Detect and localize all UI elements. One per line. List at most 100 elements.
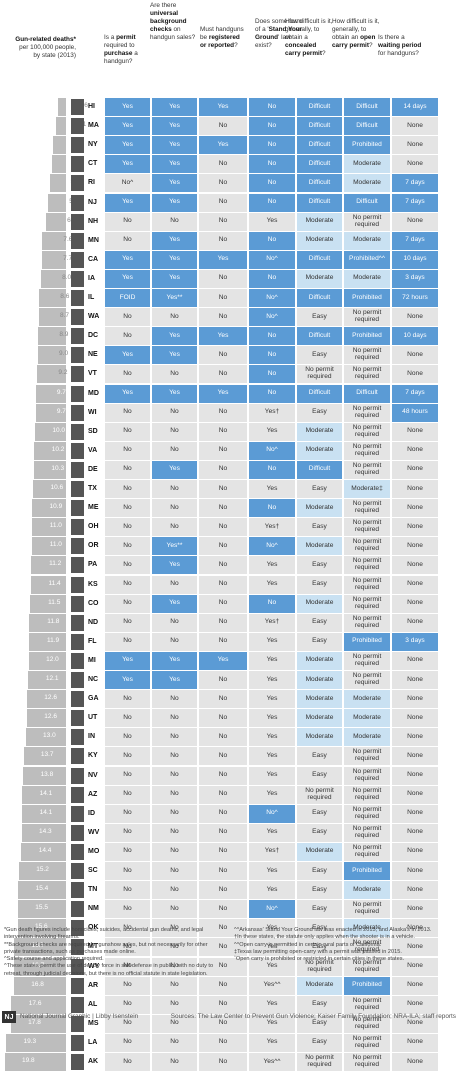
state-marker: [71, 958, 84, 975]
death-rate-bar: [32, 499, 66, 518]
syg-cell: Yes: [249, 995, 295, 1014]
syg-cell: Yes: [249, 556, 295, 575]
syg-header: Does some form of a 'Stand Your Ground' …: [255, 18, 303, 49]
death-rate-bar: [35, 384, 66, 403]
death-rate-label: 10.6: [50, 484, 64, 491]
death-rate-label: 14.1: [39, 808, 53, 816]
concealed-cell: Easy: [297, 632, 342, 651]
concealed-cell: Difficult: [297, 460, 342, 479]
state-marker: [71, 977, 84, 994]
concealed-cell: Moderate: [297, 422, 342, 441]
waiting-cell: None: [392, 747, 438, 766]
waiting-cell: None: [392, 823, 438, 842]
syg-cell: No^: [249, 308, 295, 327]
state-marker: [71, 576, 84, 593]
registered-cell: No: [199, 671, 247, 689]
background-cell: Yes: [152, 155, 197, 174]
death-rate-label: 11.8: [47, 617, 60, 625]
background-cell: Yes: [152, 193, 197, 212]
concealed-cell: Easy: [297, 804, 342, 823]
state-label: DC: [88, 332, 99, 340]
waiting-cell: None: [392, 575, 438, 594]
table-row: 16.8 AR No No No Yes^^ Moderate Prohibited None: [0, 976, 460, 997]
open-cell: Prohibited: [344, 976, 390, 995]
background-cell: No: [152, 422, 197, 441]
concealed-cell: Difficult: [297, 136, 342, 155]
state-marker: [71, 691, 84, 708]
table-row: 11.2 PA No Yes No Yes Easy No permit required No…: [0, 555, 460, 576]
table-row: 15.4 TN No No No Yes Easy Moderate None: [0, 880, 460, 901]
open-cell: No permit required: [344, 651, 390, 670]
death-rate-bar: [26, 709, 66, 728]
state-marker: [71, 232, 84, 249]
background-cell: Yes: [152, 269, 197, 288]
table-row: 10.9 ME No No No No Moderate No permit required…: [0, 498, 460, 519]
background-cell: No: [152, 919, 197, 938]
open-cell: No permit required: [344, 671, 390, 689]
permit-cell: No: [105, 690, 150, 709]
syg-cell: Yes: [249, 709, 295, 728]
permit-cell: No: [105, 976, 150, 995]
syg-cell: No: [249, 499, 295, 518]
concealed-cell: Difficult: [297, 327, 342, 346]
waiting-cell: 3 days: [392, 632, 438, 651]
registered-cell: No: [199, 365, 247, 384]
registered-cell: No: [199, 231, 247, 250]
death-rate-bar: [21, 842, 66, 861]
death-rate-label: 12.1: [45, 675, 59, 682]
open-cell: Moderate: [344, 155, 390, 174]
waiting-cell: None: [392, 804, 438, 823]
death-rate-bar: [35, 422, 66, 441]
state-label: IL: [88, 294, 95, 301]
state-marker: [71, 99, 84, 115]
open-cell: No permit required: [344, 346, 390, 365]
death-rate-bar: [34, 441, 66, 460]
table-row: 8.6 IL FOID Yes** No No^ Difficult Prohibited 72…: [0, 288, 460, 309]
state-marker: [71, 614, 84, 631]
death-rate-bar: [38, 346, 66, 365]
death-rate-label: 9.7: [56, 407, 66, 415]
death-rate-label: 16.7: [31, 961, 45, 969]
concealed-cell: Moderate: [297, 594, 342, 613]
state-marker: [71, 213, 84, 230]
state-marker: [71, 824, 84, 841]
state-label: AL: [88, 1000, 98, 1008]
table-row: 15.2 SC No No No Yes Easy Prohibited None: [0, 861, 460, 882]
table-row: 9.0 NE Yes Yes No No Easy No permit required Non…: [0, 345, 460, 366]
registered-cell: No: [199, 709, 247, 728]
permit-cell: No: [105, 632, 150, 651]
table-row: 10.0 SD No No No Yes Moderate No permit require…: [0, 422, 460, 443]
syg-cell: No: [249, 594, 295, 613]
concealed-cell: Moderate: [297, 231, 342, 250]
table-row: 14.1 ID No No No No^ Easy No permit required Non…: [0, 804, 460, 825]
table-row: 19.3 LA No No No Yes Easy No permit required Non…: [0, 1033, 460, 1054]
registered-cell: No: [199, 690, 247, 709]
waiting-cell: 7 days: [392, 193, 438, 212]
permit-cell: Yes: [105, 98, 150, 116]
concealed-cell: Difficult: [297, 384, 342, 403]
permit-cell: No: [105, 804, 150, 823]
death-rate-bar: [22, 785, 66, 804]
background-header: Are there universal background checks on…: [150, 2, 196, 41]
death-rate-bar: [42, 250, 66, 269]
death-rate-bar: [46, 212, 66, 231]
state-marker: [71, 1054, 84, 1070]
permit-cell: No: [105, 365, 150, 384]
permit-cell: No: [105, 1033, 150, 1052]
state-marker: [71, 595, 84, 612]
registered-cell: No: [199, 575, 247, 594]
permit-cell: No: [105, 537, 150, 556]
table-row: 14.3 WV No No No Yes Easy No permit required Non…: [0, 823, 460, 844]
registered-cell: No: [199, 900, 247, 919]
syg-cell: No: [249, 346, 295, 365]
state-marker: [71, 672, 84, 688]
concealed-cell: Moderate: [297, 976, 342, 995]
table-row: 4.4CTYesYesNoNoDifficultModerateNone: [0, 154, 460, 175]
background-cell: No: [152, 480, 197, 498]
registered-cell: No: [199, 728, 247, 747]
death-rate-bar: [23, 766, 66, 785]
syg-cell: Yes: [249, 480, 295, 498]
waiting-cell: None: [392, 938, 438, 957]
background-cell: No: [152, 575, 197, 594]
